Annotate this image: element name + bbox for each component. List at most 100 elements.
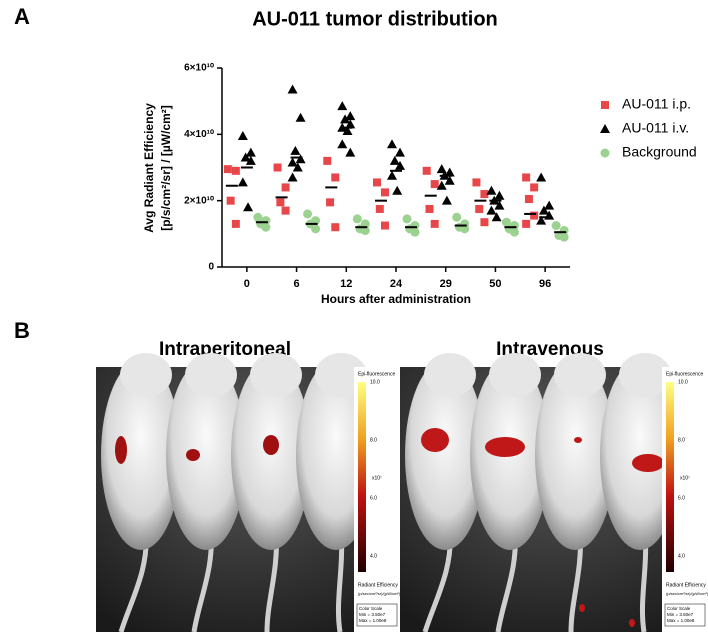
data-point: [276, 198, 285, 207]
data-point: [536, 215, 547, 225]
colorbar-tick: 10.0: [370, 379, 380, 385]
x-tick-label: 12: [340, 278, 352, 290]
data-point: [422, 166, 431, 175]
signal: [632, 454, 664, 472]
scale-box-text: Color Scale: [359, 606, 383, 611]
scale-box-text: Max = 1.00e8: [667, 618, 695, 623]
data-point: [472, 178, 481, 187]
mouse-head: [120, 353, 172, 397]
data-point: [237, 130, 248, 140]
data-point: [544, 200, 555, 210]
colorbar-unit-title: Radiant Efficiency: [358, 582, 398, 588]
mouse-head: [185, 353, 237, 397]
data-point: [509, 227, 519, 237]
mouse-image: Epi-fluorescence 10.0 8.0 6.0 4.0 x10⁷ Radiant…: [96, 353, 401, 632]
data-point: [231, 219, 240, 228]
scale-box: [356, 603, 398, 627]
data-point: [475, 204, 484, 213]
data-point: [326, 198, 335, 207]
data-point: [441, 195, 452, 205]
data-point: [375, 204, 384, 213]
mouse-image: Epi-fluorescence 10.0 8.0 6.0 4.0 x10⁷ Radiant…: [400, 353, 708, 632]
data-point: [295, 112, 306, 122]
x-tick-label: 96: [539, 278, 551, 290]
signal: [579, 604, 585, 612]
colorbar-tick: 6.0: [678, 495, 685, 501]
data-point: [395, 147, 405, 157]
y-tick-label: 0: [208, 262, 214, 273]
data-point: [323, 156, 332, 165]
data-point: [389, 155, 400, 165]
data-point: [480, 218, 489, 227]
colorbar-tick: 10.0: [678, 379, 688, 385]
mouse-body: [600, 360, 680, 550]
data-point: [292, 162, 303, 172]
colorbar-unit: (p/sec/cm²/sr)/(µW/cm²): [666, 591, 708, 596]
legend-label: Background: [622, 144, 697, 160]
colorbar: [358, 382, 366, 572]
mouse-head: [489, 353, 541, 397]
data-point: [436, 180, 447, 190]
mouse-head: [250, 353, 302, 397]
data-point: [340, 114, 351, 124]
data-point: [486, 205, 497, 215]
signal: [574, 437, 582, 443]
data-point: [522, 219, 531, 228]
colorbar-tick: 8.0: [678, 437, 685, 443]
data-point: [536, 172, 547, 182]
legend-marker: [601, 101, 609, 109]
x-tick-label: 0: [244, 278, 250, 290]
mouse-head: [619, 353, 671, 397]
signal: [485, 437, 525, 457]
data-point: [345, 147, 356, 157]
data-point: [243, 202, 254, 212]
y-tick-label: 4×10¹⁰: [184, 129, 214, 140]
y-axis-label: [p/s/cm²/sr] / [µW/cm²]: [159, 105, 173, 231]
x-tick-label: 50: [489, 278, 501, 290]
data-point: [522, 173, 531, 182]
data-point: [559, 232, 569, 242]
data-point: [223, 165, 232, 174]
signal: [263, 435, 279, 455]
data-point: [345, 111, 356, 121]
legend-label: AU-011 i.v.: [622, 120, 689, 136]
mouse-head: [424, 353, 476, 397]
data-point: [287, 157, 298, 167]
data-point: [295, 154, 306, 164]
data-point: [237, 177, 248, 187]
data-point: [245, 155, 256, 165]
data-point: [530, 183, 539, 192]
data-point: [342, 126, 353, 136]
data-point: [281, 183, 290, 192]
data-point: [331, 223, 340, 232]
signal: [115, 436, 127, 464]
panel-label: B: [14, 318, 30, 343]
scale-box-text: Min = 3.50e7: [667, 612, 694, 617]
data-point: [381, 188, 389, 197]
colorbar-tick: 4.0: [370, 553, 377, 559]
colorbar-scale: x10⁷: [680, 475, 690, 481]
data-point: [494, 190, 505, 200]
y-tick-label: 2×10¹⁰: [184, 195, 214, 206]
data-point: [387, 139, 397, 149]
x-tick-label: 6: [294, 278, 300, 290]
data-point: [287, 172, 298, 182]
data-point: [281, 206, 290, 215]
data-point: [231, 166, 240, 175]
data-point: [273, 163, 282, 172]
colorbar: [666, 382, 674, 572]
scale-box-text: Color Scale: [667, 606, 691, 611]
data-point: [425, 204, 434, 213]
legend-label: AU-011 i.p.: [622, 96, 691, 112]
data-point: [337, 101, 348, 111]
data-point: [430, 219, 439, 228]
colorbar-scale: x10⁷: [372, 475, 382, 481]
signal: [186, 449, 200, 461]
data-point: [240, 152, 251, 162]
scale-box-text: Max = 1.00e8: [359, 618, 387, 623]
data-point: [444, 167, 455, 177]
data-point: [436, 164, 447, 174]
data-point: [373, 178, 381, 187]
data-point: [524, 195, 533, 204]
data-point: [395, 160, 405, 170]
